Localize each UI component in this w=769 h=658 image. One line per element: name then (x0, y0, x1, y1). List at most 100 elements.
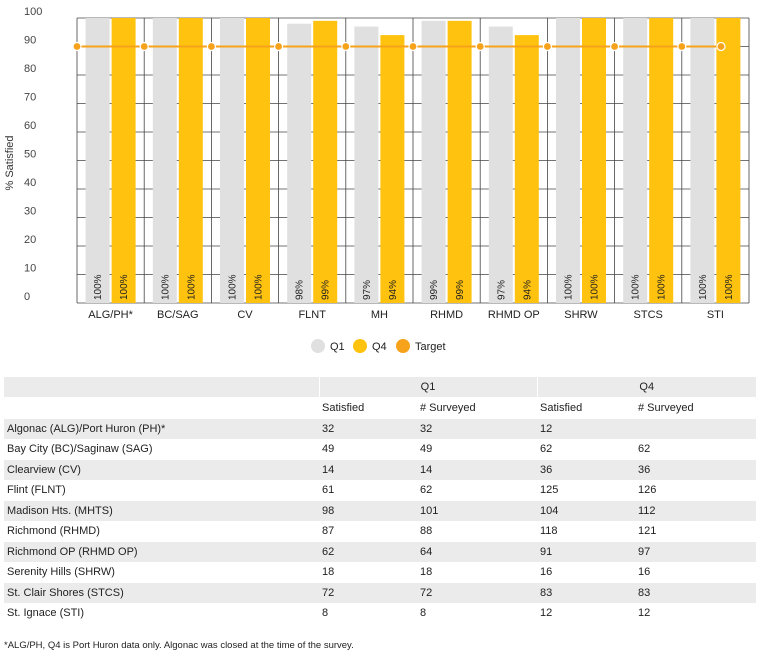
bar-data-label: 100% (254, 274, 265, 300)
row-cell-q1-sat: 32 (319, 418, 417, 440)
sub-header-q4-satisfied: Satisfied (537, 397, 635, 419)
row-cell-q1-sat: 18 (319, 562, 417, 583)
bar-data-label: 94% (522, 280, 533, 300)
table-group-header: Q1 Q4 (4, 377, 756, 398)
bar-data-label: 100% (724, 274, 735, 300)
bar-data-label: 100% (160, 274, 171, 300)
footnote: *ALG/PH, Q4 is Port Huron data only. Alg… (4, 640, 354, 651)
bar-q1 (421, 20, 446, 303)
y-tick-label: 90 (24, 35, 36, 47)
row-facility-name: St. Ignace (STI) (4, 603, 319, 624)
bar-q1 (152, 18, 177, 303)
row-cell-q1-sat: 62 (319, 541, 417, 563)
y-tick-label: 40 (24, 177, 36, 189)
bar-q4 (380, 35, 405, 303)
row-cell-q1-sat: 14 (319, 459, 417, 481)
row-facility-name: St. Clair Shores (STCS) (4, 582, 319, 604)
x-tick-label: RHMD OP (488, 309, 540, 321)
row-cell-q1-surv: 101 (417, 500, 537, 522)
sub-header-q1-satisfied: Satisfied (319, 397, 417, 419)
legend-swatch (311, 339, 325, 353)
bar-data-label: 100% (564, 274, 575, 300)
bar-data-label: 100% (657, 274, 668, 300)
row-cell-q4-sat: 12 (537, 603, 635, 624)
y-tick-label: 100 (24, 6, 42, 18)
row-cell-q1-surv: 62 (417, 480, 537, 501)
row-cell-q1-sat: 8 (319, 603, 417, 624)
target-marker (139, 41, 149, 52)
x-tick-label: BC/SAG (157, 309, 199, 321)
chart-bars (85, 18, 741, 304)
survey-table: Q1 Q4 Satisfied # Surveyed Satisfied # S… (4, 377, 756, 624)
legend-swatch (353, 339, 367, 353)
row-cell-q4-sat: 12 (537, 418, 635, 440)
bar-q4 (246, 18, 270, 303)
bar-data-label: 100% (228, 274, 239, 300)
y-tick-label: 0 (24, 291, 30, 303)
table-row: Clearview (CV) 14 14 36 36 (4, 459, 756, 481)
x-axis-ticks: ALG/PH* BC/SAG CV FLNT MH RHMD RHMD OP SHRW STCS… (88, 309, 724, 321)
x-tick-label: STI (707, 309, 724, 321)
y-tick-label: 20 (24, 234, 36, 246)
bar-q4 (649, 18, 674, 303)
chart-gridlines (76, 17, 750, 304)
sub-header-q1-surveyed: # Surveyed (417, 397, 537, 419)
bar-q1 (354, 26, 379, 304)
target-marker (475, 41, 485, 52)
bar-q4 (514, 35, 539, 303)
row-facility-name: Bay City (BC)/Saginaw (SAG) (4, 439, 319, 460)
table-row: Madison Hts. (MHTS) 98 101 104 112 (4, 500, 756, 522)
row-cell-q4-surv: 121 (635, 521, 756, 542)
legend-label: Target (415, 341, 446, 353)
row-cell-q4-sat: 91 (537, 541, 635, 563)
bar-q1 (220, 18, 244, 303)
x-tick-label: STCS (634, 309, 663, 321)
target-marker (72, 41, 82, 52)
x-tick-label: SHRW (564, 309, 598, 321)
target-marker (542, 41, 553, 52)
table-row: Richmond (RHMD) 87 88 118 121 (4, 521, 756, 542)
target-marker (677, 41, 687, 52)
row-facility-name: Algonac (ALG)/Port Huron (PH)* (4, 418, 319, 440)
row-cell-q4-surv: 112 (635, 500, 756, 522)
bar-data-label: 100% (119, 274, 130, 300)
row-cell-q4-surv (635, 418, 756, 440)
y-tick-label: 30 (24, 206, 36, 218)
group-header-q4: Q4 (536, 377, 756, 398)
row-cell-q4-surv: 36 (635, 459, 756, 481)
row-cell-q4-surv: 16 (635, 562, 756, 583)
x-tick-label: ALG/PH* (88, 309, 133, 321)
bar-data-label: 94% (388, 280, 399, 300)
row-cell-q1-surv: 72 (417, 582, 537, 604)
row-facility-name: Richmond (RHMD) (4, 521, 319, 542)
y-tick-label: 70 (24, 92, 36, 104)
y-tick-label: 80 (24, 63, 36, 75)
bar-q4 (178, 18, 203, 303)
x-tick-label: RHMD (430, 309, 463, 321)
group-header-blank (4, 377, 319, 398)
row-cell-q1-sat: 87 (319, 521, 417, 542)
legend-label: Q4 (372, 341, 387, 353)
sub-header-blank (4, 397, 319, 419)
row-cell-q4-surv: 97 (635, 541, 756, 563)
bar-q1 (488, 26, 513, 304)
row-cell-q4-surv: 83 (635, 582, 756, 604)
row-cell-q4-sat: 118 (537, 521, 635, 542)
row-cell-q4-sat: 104 (537, 500, 635, 522)
row-cell-q1-sat: 98 (319, 500, 417, 522)
target-marker (408, 41, 418, 52)
chart-legend: Q1 Q4 Target (311, 339, 446, 353)
table-row: Flint (FLNT) 61 62 125 126 (4, 480, 756, 501)
bar-data-label: 100% (698, 274, 709, 300)
y-axis-ticks: 0 10 20 30 40 50 60 70 80 90 100 (24, 6, 42, 303)
table-row: Serenity Hills (SHRW) 18 18 16 16 (4, 562, 756, 583)
bar-q1 (623, 18, 648, 303)
bar-data-label: 100% (93, 274, 104, 300)
bar-data-label: 97% (362, 280, 373, 300)
y-tick-label: 10 (24, 263, 36, 275)
y-tick-label: 50 (24, 149, 36, 161)
y-tick-label: 60 (24, 120, 36, 132)
bar-q4 (447, 20, 472, 303)
row-cell-q1-surv: 18 (417, 562, 537, 583)
row-cell-q4-surv: 12 (635, 603, 756, 624)
